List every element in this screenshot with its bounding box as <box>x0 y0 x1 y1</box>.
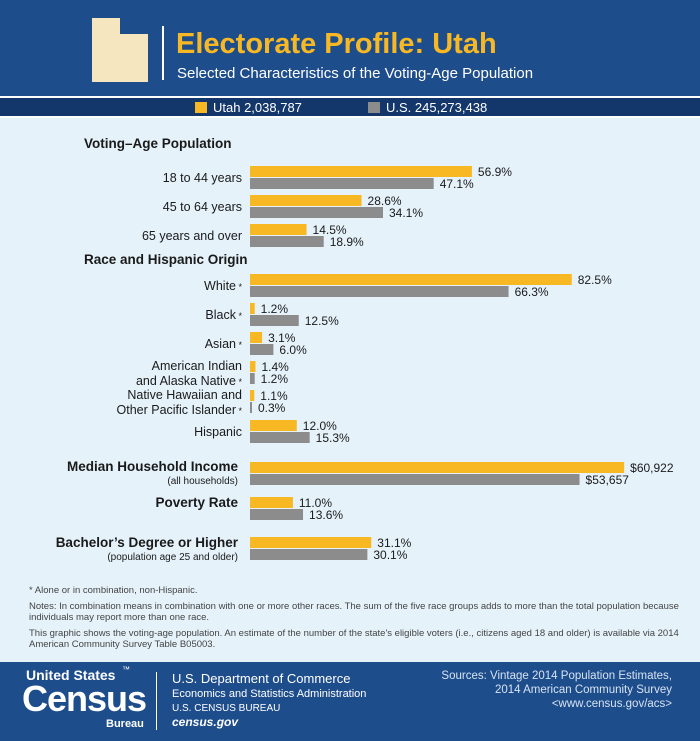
bar-0-1-0 <box>250 195 362 206</box>
category-label-1-1-asterisk: * <box>238 311 242 321</box>
page-subtitle: Selected Characteristics of the Voting-A… <box>177 65 534 82</box>
legend-label-utah: Utah 2,038,787 <box>213 100 302 115</box>
legend-swatch-us <box>368 102 380 113</box>
sources-line1: Sources: Vintage 2014 Population Estimat… <box>441 670 672 682</box>
dept-esa: Economics and Statistics Administration <box>172 688 367 700</box>
dept-census-bureau: U.S. CENSUS BUREAU <box>172 703 281 714</box>
category-label-1-0-asterisk: * <box>238 282 242 292</box>
legend: Utah 2,038,787 U.S. 245,273,438 <box>0 96 700 118</box>
category-label-1-2: Asian <box>205 337 236 351</box>
bar-3-0-0 <box>250 497 293 508</box>
section-subheading-2: (all households) <box>167 476 238 487</box>
value-label-1-5-1: 15.3% <box>316 431 350 445</box>
category-label-1-0: White <box>204 279 236 293</box>
category-label-1-1: Black <box>205 308 236 322</box>
sources-line2: 2014 American Community Survey <box>494 684 672 696</box>
value-label-0-0-0: 56.9% <box>478 165 512 179</box>
page-title: Electorate Profile: Utah <box>176 28 497 60</box>
bar-0-2-1 <box>250 236 324 247</box>
bar-chart: Voting–Age Population 56.9% 47.1% 18 to 44 … <box>56 136 674 563</box>
section-heading-2: Median Household Income <box>67 459 239 474</box>
value-label-0-1-1: 34.1% <box>389 206 423 220</box>
dept-commerce: U.S. Department of Commerce <box>172 671 351 686</box>
section-subheading-4: (population age 25 and older) <box>107 552 238 563</box>
section-heading-3: Poverty Rate <box>155 495 238 510</box>
bar-4-0-1 <box>250 549 368 560</box>
value-label-2-0-1: $53,657 <box>586 473 630 487</box>
notes-combination: Notes: In combination means in combinati… <box>29 601 679 623</box>
category-label-1-3-line1: American Indian <box>152 359 242 373</box>
header-divider <box>162 26 164 80</box>
value-label-1-4-1: 0.3% <box>258 401 286 415</box>
bar-1-0-0 <box>250 274 572 285</box>
header-banner: Electorate Profile: Utah Selected Charac… <box>0 0 700 96</box>
bar-1-3-0 <box>250 361 256 372</box>
footer-divider <box>156 672 157 730</box>
category-label-1-4-line1: Native Hawaiian and <box>127 388 242 402</box>
category-label-1-3-line2-asterisk: * <box>238 377 242 387</box>
category-label-0-0: 18 to 44 years <box>163 171 242 185</box>
bar-1-2-1 <box>250 344 274 355</box>
value-label-0-0-1: 47.1% <box>440 177 474 191</box>
bar-1-0-1 <box>250 286 509 297</box>
census-logo-line1: United States <box>26 667 116 683</box>
category-label-1-4-line2: Other Pacific Islander <box>117 403 237 417</box>
sources-url[interactable]: <www.census.gov/acs> <box>551 698 672 710</box>
bar-1-1-1 <box>250 315 299 326</box>
notes-voting-age: This graphic shows the voting-age popula… <box>29 628 679 650</box>
section-heading-1: Race and Hispanic Origin <box>84 252 248 267</box>
chart-panel: Voting–Age Population 56.9% 47.1% 18 to 44 … <box>0 118 700 662</box>
census-logo-tm: ™ <box>122 665 130 674</box>
bar-2-0-0 <box>250 462 625 473</box>
bar-0-1-1 <box>250 207 383 218</box>
legend-label-us: U.S. 245,273,438 <box>386 100 488 115</box>
bar-1-5-0 <box>250 420 297 431</box>
section-heading-0: Voting–Age Population <box>84 136 232 151</box>
value-label-0-1-0: 28.6% <box>368 194 402 208</box>
value-label-1-3-0: 1.4% <box>261 360 289 374</box>
category-label-1-2-asterisk: * <box>238 340 242 350</box>
bar-2-0-1 <box>250 474 580 485</box>
value-label-1-2-1: 6.0% <box>279 343 307 357</box>
legend-swatch-utah <box>195 102 207 113</box>
value-label-3-0-0: 11.0% <box>299 496 332 510</box>
footer: United States ™ Census Bureau U.S. Depar… <box>0 662 700 741</box>
section-heading-4: Bachelor’s Degree or Higher <box>56 535 239 550</box>
category-label-1-4-line2-asterisk: * <box>238 406 242 416</box>
value-label-1-0-0: 82.5% <box>578 273 612 287</box>
bar-1-2-0 <box>250 332 263 343</box>
category-label-1-3-line2: and Alaska Native <box>136 374 236 388</box>
value-label-0-2-0: 14.5% <box>313 223 347 237</box>
value-label-0-2-1: 18.9% <box>330 235 364 249</box>
value-label-1-5-0: 12.0% <box>303 419 337 433</box>
category-label-0-1: 45 to 64 years <box>163 200 242 214</box>
bar-4-0-0 <box>250 537 372 548</box>
bar-0-0-0 <box>250 166 472 177</box>
value-label-1-4-0: 1.1% <box>260 389 288 403</box>
value-label-4-0-0: 31.1% <box>377 536 411 550</box>
utah-state-icon <box>92 18 148 82</box>
census-gov-link[interactable]: census.gov <box>172 715 239 729</box>
category-label-0-2: 65 years and over <box>142 229 242 243</box>
value-label-1-1-0: 1.2% <box>261 302 289 316</box>
census-logo-wordmark: Census <box>22 678 147 719</box>
census-logo-line3: Bureau <box>106 718 144 730</box>
value-label-1-2-0: 3.1% <box>268 331 296 345</box>
bar-0-2-0 <box>250 224 307 235</box>
value-label-4-0-1: 30.1% <box>373 548 407 562</box>
bar-1-5-1 <box>250 432 310 443</box>
bar-1-4-1 <box>250 402 252 413</box>
footnote-asterisk: * Alone or in combination, non-Hispanic. <box>29 585 198 596</box>
value-label-1-3-1: 1.2% <box>261 372 289 386</box>
bar-3-0-1 <box>250 509 304 520</box>
bar-1-1-0 <box>250 303 255 314</box>
bar-1-3-1 <box>250 373 255 384</box>
bar-0-0-1 <box>250 178 434 189</box>
value-label-1-0-1: 66.3% <box>515 285 549 299</box>
value-label-3-0-1: 13.6% <box>309 508 343 522</box>
value-label-2-0-0: $60,922 <box>630 461 674 475</box>
category-label-1-5: Hispanic <box>194 425 242 439</box>
bar-1-4-0 <box>250 390 255 401</box>
value-label-1-1-1: 12.5% <box>305 314 339 328</box>
